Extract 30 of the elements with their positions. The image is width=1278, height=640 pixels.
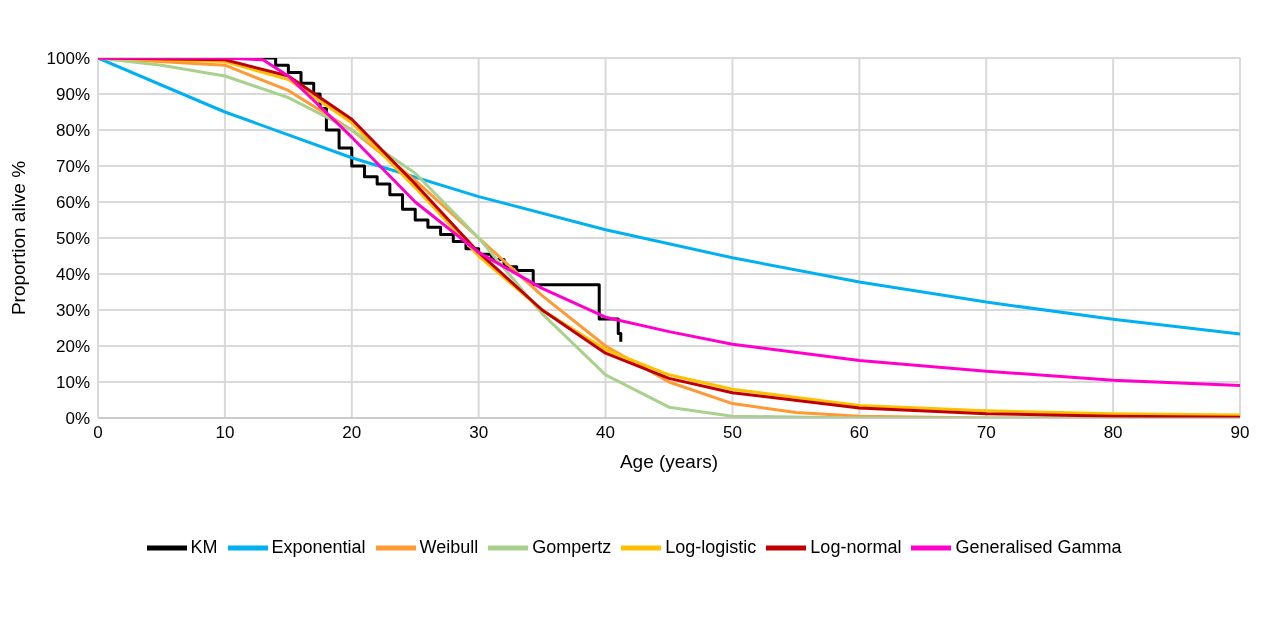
- x-tick-label: 0: [93, 423, 103, 443]
- x-tick-label: 10: [215, 423, 235, 443]
- x-tick-label: 40: [596, 423, 616, 443]
- y-tick-label: 40%: [55, 265, 90, 285]
- y-tick-label: 0%: [65, 409, 90, 429]
- y-tick-label: 20%: [55, 337, 90, 357]
- legend-label: Log-logistic: [665, 536, 757, 557]
- x-tick-label: 50: [722, 423, 742, 443]
- x-tick-label: 30: [469, 423, 489, 443]
- x-tick-label: 80: [1103, 423, 1123, 443]
- legend-label: Generalised Gamma: [955, 536, 1122, 557]
- y-tick-label: 80%: [55, 121, 90, 141]
- y-tick-label: 50%: [55, 229, 90, 249]
- y-axis-title: Proportion alive %: [7, 160, 29, 316]
- x-tick-label: 60: [849, 423, 869, 443]
- x-tick-label: 90: [1230, 423, 1250, 443]
- legend-label: Exponential: [271, 536, 366, 557]
- y-tick-label: 70%: [55, 157, 90, 177]
- legend-label: Weibull: [419, 536, 479, 557]
- x-tick-label: 70: [976, 423, 996, 443]
- y-tick-label: 10%: [55, 373, 90, 393]
- y-tick-label: 100%: [46, 49, 90, 69]
- y-tick-label: 30%: [55, 301, 90, 321]
- x-axis-title: Age (years): [619, 451, 719, 472]
- legend-label: Gompertz: [532, 536, 612, 557]
- legend-label: KM: [190, 536, 218, 557]
- x-tick-label: 20: [342, 423, 362, 443]
- y-tick-label: 60%: [55, 193, 90, 213]
- y-tick-label: 90%: [55, 85, 90, 105]
- legend-label: Log-normal: [810, 536, 902, 557]
